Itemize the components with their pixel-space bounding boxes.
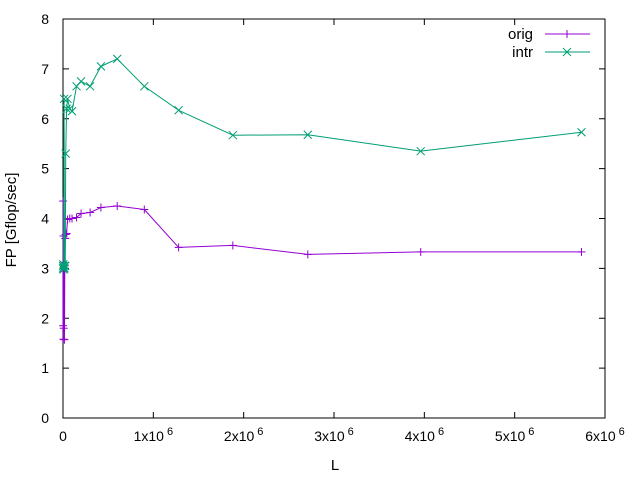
data-point-intr [96,62,106,71]
data-point-intr [58,261,68,271]
data-point-orig [72,213,81,222]
data-point-intr [85,81,95,91]
x-tick-label: 3x10 6 [314,426,353,444]
x-tick-label: 4x10 6 [405,426,444,444]
data-point-orig [303,250,312,259]
x-axis-title: L [331,457,339,474]
y-tick-label: 4 [41,211,49,227]
y-tick-label: 1 [41,360,49,376]
y-tick-label: 2 [41,310,49,326]
y-tick-label: 6 [41,111,49,127]
x-axis-ticks: 0 1x10 6 2x10 6 3x10 6 4x10 6 5x10 6 6x10 6 [59,19,625,444]
data-point-intr [62,104,71,114]
data-point-intr [61,149,71,159]
y-tick-label: 5 [41,161,49,177]
data-point-orig [140,205,149,214]
data-point-intr [63,94,72,104]
data-point-intr [67,106,77,116]
data-point-intr [112,54,122,64]
data-point-orig [60,335,69,344]
data-point-intr [76,76,86,86]
data-point-intr [139,81,149,91]
data-point-orig [416,247,425,256]
y-tick-label: 8 [41,11,49,27]
data-point-orig [86,208,95,217]
x-tick-label: 2x10 6 [224,426,263,444]
data-point-orig [59,324,68,333]
data-point-intr [60,264,69,273]
data-point-orig [77,209,86,218]
data-point-intr [174,105,183,115]
data-point-intr [303,130,313,140]
y-tick-label: 3 [41,260,49,276]
data-point-orig [228,241,237,250]
x-tick-label: 0 [59,428,67,444]
y-tick-label: 0 [41,410,49,426]
data-point-intr [577,127,586,137]
y-axis-title: FP [Gflop/sec] [3,173,20,268]
x-tick-label: 5x10 6 [495,426,534,444]
legend-marker-intr [562,47,572,57]
data-series [58,54,586,344]
data-point-orig [113,202,122,211]
legend-label-orig: orig [508,26,533,43]
data-point-orig [68,214,77,223]
data-point-intr [416,146,426,156]
y-tick-label: 7 [41,61,49,77]
data-point-orig [577,247,586,256]
data-point-intr [228,130,238,140]
data-point-intr [59,94,69,104]
data-point-intr [60,261,70,271]
data-point-orig [96,203,105,212]
legend-marker-orig [563,30,571,38]
x-tick-label: 6x10 6 [585,426,624,444]
x-tick-label: 1x10 6 [134,426,173,444]
legend-label-intr: intr [512,44,533,61]
data-point-orig [174,243,183,252]
